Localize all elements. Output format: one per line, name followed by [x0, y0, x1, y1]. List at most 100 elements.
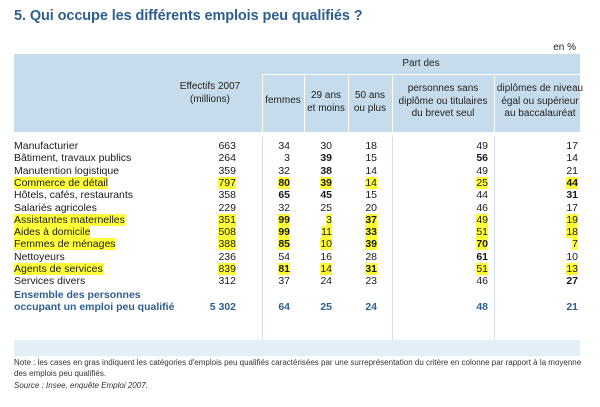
- cell-sd: 46: [476, 275, 488, 288]
- cell-sd: 70: [476, 238, 488, 251]
- cell-a50: 39: [365, 238, 377, 251]
- row-label: Services divers: [14, 275, 86, 288]
- total-cell-a50: 24: [365, 300, 377, 313]
- cell-eff: 236: [218, 250, 236, 263]
- cell-bac: 21: [566, 164, 578, 177]
- cell-bac: 10: [566, 250, 578, 263]
- header-50-ans: 50 ans ou plus: [348, 90, 392, 115]
- total-cell-sd: 48: [476, 300, 488, 313]
- cell-fem: 85: [278, 238, 290, 251]
- cell-bac: 7: [572, 238, 578, 251]
- cell-a29: 45: [320, 189, 332, 202]
- total-cell-bac: 21: [566, 300, 578, 313]
- header-femmes: femmes: [262, 95, 304, 108]
- cell-fem: 65: [278, 189, 290, 202]
- header-bac: diplômes de niveau égal ou supérieur au …: [494, 83, 586, 121]
- cell-fem: 80: [278, 176, 290, 189]
- cell-bac: 13: [566, 263, 578, 275]
- header-50-line: ou plus: [353, 102, 387, 114]
- cell-sd: 56: [476, 152, 488, 165]
- header-sd-line: diplôme ou titulaires: [398, 95, 488, 107]
- cell-bac: 17: [566, 140, 578, 152]
- header-29-line: et moins: [307, 102, 345, 114]
- header-29-ans: 29 ans et moins: [304, 90, 348, 115]
- total-row-peu-qualifie-values: occupant un emploi peu qualifié 5 302 64 25…: [14, 301, 580, 313]
- cell-fem: 3: [284, 152, 290, 165]
- row-label: Commerce de détail: [14, 176, 108, 189]
- cell-a29: 11: [321, 226, 332, 239]
- cell-eff: 508: [218, 226, 236, 239]
- cell-a50: 14: [365, 164, 377, 177]
- table-row: Bâtiment, travaux publics 264 3 39 15 56 14: [14, 152, 580, 164]
- header-sd-line: personnes sans: [407, 83, 479, 94]
- cell-sd: 51: [476, 226, 488, 239]
- unit-label: en %: [553, 42, 576, 53]
- cell-a29: 10: [320, 238, 332, 251]
- row-label: Manutention logistique: [14, 164, 120, 177]
- row-label: Agents de services: [14, 263, 103, 275]
- header-effectifs-line: Effectifs 2007: [179, 81, 241, 92]
- header-femmes-line: femmes: [265, 95, 301, 106]
- cell-a50: 28: [365, 250, 377, 263]
- cell-bac: 17: [566, 201, 578, 214]
- cell-sd: 46: [476, 201, 488, 214]
- cell-a29: 39: [320, 152, 332, 165]
- table-row: Hôtels, cafés, restaurants 358 65 45 15 44 31: [14, 189, 580, 201]
- cell-fem: 99: [278, 213, 290, 226]
- cell-a50: 20: [365, 201, 377, 214]
- header-effectifs: Effectifs 2007 (millions): [160, 81, 260, 106]
- cell-a50: 15: [365, 152, 377, 165]
- cell-fem: 32: [278, 201, 290, 214]
- header-col-separator: [348, 76, 349, 132]
- cell-a50: 31: [365, 263, 377, 275]
- table-source: Source : Insee, enquête Emploi 2007.: [14, 381, 148, 390]
- total-row-peu-qualifie: Ensemble des personnes: [14, 289, 580, 301]
- cell-sd: 61: [476, 250, 488, 263]
- header-29-line: 29 ans: [310, 90, 342, 101]
- cell-a50: 14: [365, 176, 377, 189]
- cell-eff: 351: [218, 213, 236, 226]
- row-label: Aides à domicile: [14, 226, 91, 239]
- row-label: Manufacturier: [14, 140, 79, 152]
- header-50-line: 50 ans: [354, 90, 386, 101]
- cell-eff: 839: [218, 263, 236, 275]
- body-col-separator: [494, 137, 495, 340]
- cell-a29: 24: [320, 275, 332, 288]
- cell-fem: 99: [278, 226, 290, 239]
- cell-a50: 33: [365, 226, 377, 239]
- cell-eff: 797: [218, 176, 236, 189]
- cell-eff: 312: [218, 275, 236, 288]
- cell-a29: 39: [320, 176, 332, 189]
- row-label: Hôtels, cafés, restaurants: [14, 189, 134, 202]
- body-col-separator: [262, 137, 263, 340]
- header-effectifs-line: (millions): [190, 93, 230, 105]
- total-label-line1: Ensemble des personnes: [14, 288, 141, 301]
- table-row: Aides à domicile 508 99 11 33 51 18: [14, 226, 580, 239]
- header-group-divider: [262, 74, 580, 75]
- table-row: Commerce de détail 797 80 39 14 25 44: [14, 176, 580, 189]
- table-note: Note : les cases en gras indiquent les c…: [14, 358, 582, 378]
- cell-a29: 38: [320, 164, 332, 177]
- cell-bac: 31: [566, 189, 578, 202]
- cell-sd: 51: [476, 263, 488, 275]
- header-sans-diplome: personnes sans diplôme ou titulaires du …: [392, 83, 494, 121]
- header-col-separator: [494, 76, 495, 132]
- cell-a29: 30: [320, 140, 332, 152]
- cell-bac: 14: [566, 152, 578, 165]
- cell-a29: 14: [320, 263, 332, 275]
- cell-bac: 27: [566, 275, 578, 288]
- header-sd-line: du brevet seul: [411, 108, 475, 119]
- total-cell-eff: 5 302: [209, 300, 236, 313]
- row-label: Salariés agricoles: [14, 201, 97, 214]
- cell-fem: 54: [278, 250, 290, 263]
- total-label-line2: occupant un emploi peu qualifié: [14, 300, 175, 313]
- cell-eff: 663: [218, 140, 236, 152]
- row-label: Femmes de ménages: [14, 238, 116, 251]
- cell-fem: 34: [278, 140, 290, 152]
- cell-bac: 44: [566, 176, 578, 189]
- cell-eff: 358: [218, 189, 236, 202]
- cell-sd: 49: [476, 164, 488, 177]
- header-col-separator: [392, 76, 393, 132]
- cell-a50: 23: [365, 275, 377, 288]
- cell-a50: 37: [365, 213, 377, 226]
